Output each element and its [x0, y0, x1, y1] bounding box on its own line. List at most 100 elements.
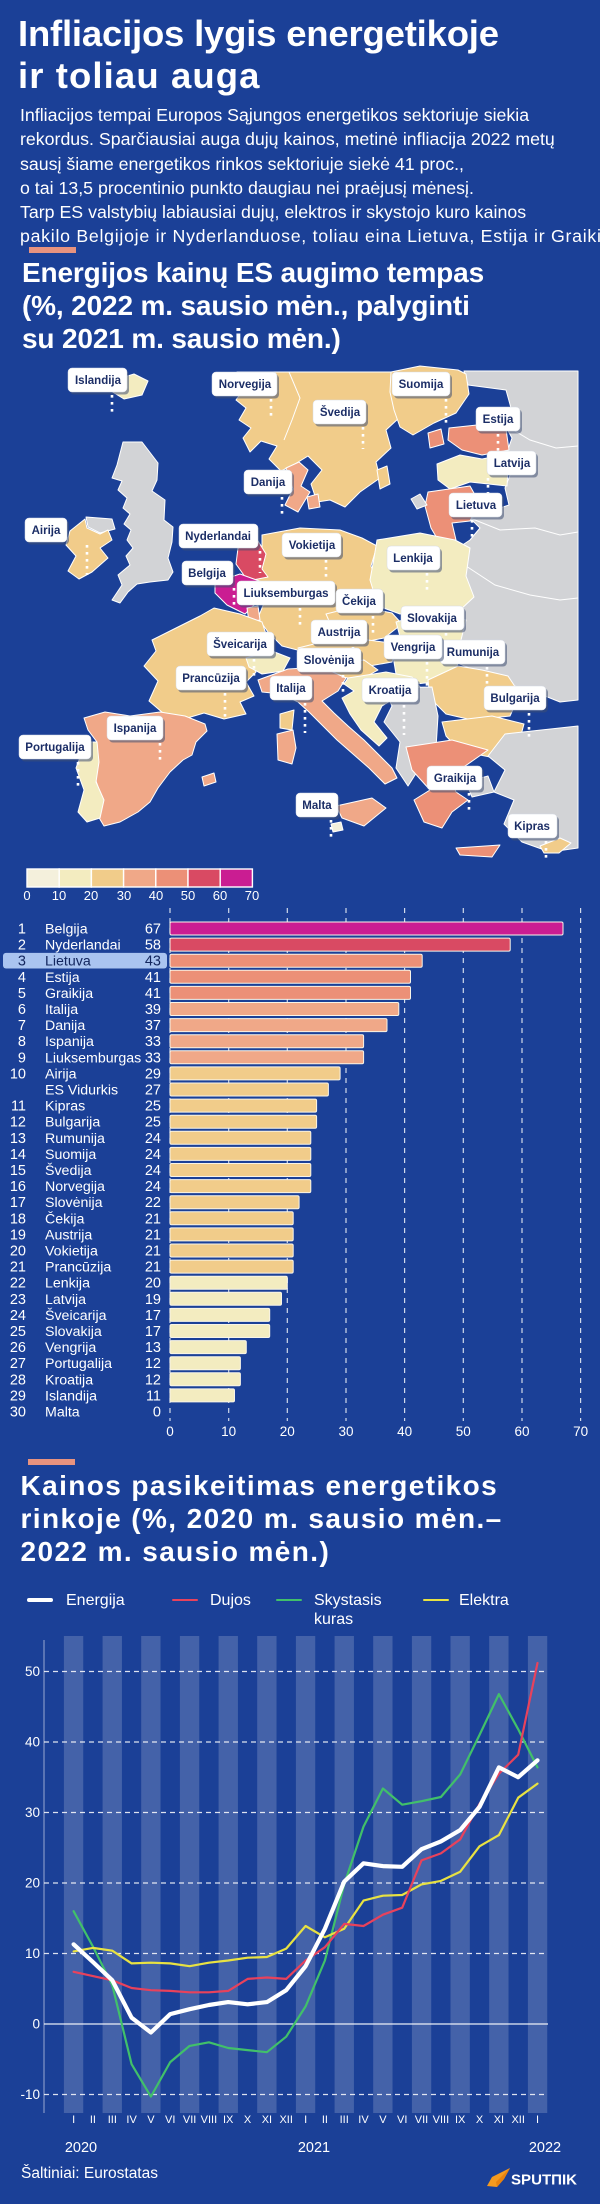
- svg-text:27: 27: [145, 1083, 161, 1099]
- svg-text:25: 25: [145, 1099, 161, 1115]
- svg-text:12: 12: [145, 1372, 161, 1388]
- svg-text:40: 40: [397, 1424, 412, 1439]
- svg-text:Malta: Malta: [302, 800, 332, 812]
- svg-text:18: 18: [10, 1211, 26, 1227]
- svg-text:VI: VI: [397, 2114, 407, 2126]
- svg-text:-10: -10: [20, 2087, 40, 2102]
- svg-text:Ispanija: Ispanija: [114, 723, 157, 735]
- svg-text:23: 23: [10, 1292, 26, 1308]
- svg-text:VIII: VIII: [433, 2114, 450, 2126]
- svg-text:I: I: [72, 2114, 75, 2126]
- svg-text:SPUTПIK: SPUTПIK: [511, 2172, 577, 2189]
- svg-text:1: 1: [18, 922, 26, 938]
- svg-text:Portugalija: Portugalija: [45, 1356, 112, 1372]
- svg-text:40: 40: [149, 888, 163, 903]
- svg-text:25: 25: [10, 1324, 26, 1340]
- svg-text:Graikija: Graikija: [45, 986, 93, 1002]
- svg-text:IV: IV: [358, 2114, 369, 2126]
- svg-text:Slovėnija: Slovėnija: [45, 1195, 103, 1211]
- svg-text:VII: VII: [415, 2114, 428, 2126]
- svg-text:Čekija: Čekija: [45, 1210, 85, 1227]
- svg-text:Rumunija: Rumunija: [447, 647, 500, 659]
- svg-text:Italija: Italija: [276, 683, 306, 695]
- svg-text:4: 4: [18, 970, 26, 986]
- svg-text:XI: XI: [494, 2114, 504, 2126]
- svg-text:30: 30: [117, 888, 131, 903]
- svg-text:12: 12: [10, 1115, 26, 1131]
- svg-text:29: 29: [10, 1388, 26, 1404]
- svg-text:X: X: [244, 2114, 252, 2126]
- svg-text:2022: 2022: [529, 2140, 561, 2156]
- svg-text:7: 7: [18, 1018, 26, 1034]
- svg-text:8: 8: [18, 1034, 26, 1050]
- svg-text:19: 19: [10, 1227, 26, 1243]
- svg-text:28: 28: [10, 1372, 26, 1388]
- svg-text:Austrija: Austrija: [318, 627, 361, 639]
- svg-text:12: 12: [145, 1356, 161, 1372]
- svg-text:13: 13: [145, 1340, 161, 1356]
- svg-text:Italija: Italija: [45, 1002, 78, 1018]
- svg-text:Islandija: Islandija: [75, 375, 122, 387]
- svg-text:II: II: [90, 2114, 96, 2126]
- svg-text:Rumunija: Rumunija: [45, 1131, 105, 1147]
- svg-text:16: 16: [10, 1179, 26, 1195]
- svg-text:33: 33: [145, 1050, 161, 1066]
- svg-text:29: 29: [145, 1066, 161, 1082]
- svg-text:Suomija: Suomija: [399, 379, 444, 391]
- svg-text:Suomija: Suomija: [45, 1147, 96, 1163]
- svg-text:24: 24: [145, 1179, 161, 1195]
- svg-text:II: II: [322, 2114, 328, 2126]
- svg-text:Čekija: Čekija: [342, 595, 376, 608]
- svg-text:Vokietija: Vokietija: [289, 540, 336, 552]
- svg-text:Nyderlandai: Nyderlandai: [45, 938, 121, 954]
- svg-text:XII: XII: [279, 2114, 292, 2126]
- svg-text:Kipras: Kipras: [45, 1099, 85, 1115]
- svg-text:VIII: VIII: [201, 2114, 218, 2126]
- svg-text:Švedija: Švedija: [320, 406, 361, 419]
- svg-text:Vengrija: Vengrija: [391, 642, 436, 654]
- svg-text:20: 20: [280, 1424, 295, 1439]
- svg-text:Bulgarija: Bulgarija: [45, 1115, 100, 1131]
- svg-text:30: 30: [10, 1405, 26, 1421]
- svg-text:24: 24: [145, 1147, 161, 1163]
- svg-text:Vokietija: Vokietija: [45, 1244, 98, 1260]
- svg-text:Kroatija: Kroatija: [45, 1372, 93, 1388]
- svg-text:Austrija: Austrija: [45, 1227, 92, 1243]
- svg-text:40: 40: [25, 1735, 40, 1750]
- svg-text:Belgija: Belgija: [188, 568, 226, 580]
- svg-text:21: 21: [145, 1211, 161, 1227]
- svg-text:20: 20: [10, 1244, 26, 1260]
- svg-text:33: 33: [145, 1034, 161, 1050]
- svg-text:6: 6: [18, 1002, 26, 1018]
- svg-text:Latvija: Latvija: [494, 458, 531, 470]
- svg-text:21: 21: [145, 1260, 161, 1276]
- svg-text:2020: 2020: [65, 2140, 97, 2156]
- svg-text:V: V: [147, 2114, 155, 2126]
- svg-text:25: 25: [145, 1115, 161, 1131]
- svg-text:0: 0: [166, 1424, 174, 1439]
- svg-text:Slovakija: Slovakija: [407, 613, 457, 625]
- svg-text:2: 2: [18, 938, 26, 954]
- svg-text:13: 13: [10, 1131, 26, 1147]
- svg-text:Šveicarija: Šveicarija: [45, 1307, 107, 1324]
- svg-text:5: 5: [18, 986, 26, 1002]
- svg-text:Slovėnija: Slovėnija: [304, 655, 355, 667]
- svg-text:XII: XII: [511, 2114, 524, 2126]
- svg-text:Estija: Estija: [45, 970, 80, 986]
- svg-text:Vengrija: Vengrija: [45, 1340, 96, 1356]
- svg-text:27: 27: [10, 1356, 26, 1372]
- svg-text:10: 10: [52, 888, 66, 903]
- svg-text:17: 17: [145, 1324, 161, 1340]
- svg-text:20: 20: [145, 1276, 161, 1292]
- svg-text:3: 3: [18, 954, 26, 970]
- svg-text:9: 9: [18, 1050, 26, 1066]
- svg-text:67: 67: [145, 922, 161, 938]
- svg-text:IX: IX: [455, 2114, 466, 2126]
- svg-text:Norvegija: Norvegija: [219, 379, 272, 391]
- svg-text:30: 30: [338, 1424, 353, 1439]
- svg-text:VI: VI: [165, 2114, 175, 2126]
- svg-text:Malta: Malta: [45, 1405, 80, 1421]
- svg-text:70: 70: [573, 1424, 588, 1439]
- svg-text:IV: IV: [126, 2114, 137, 2126]
- svg-text:Belgija: Belgija: [45, 922, 88, 938]
